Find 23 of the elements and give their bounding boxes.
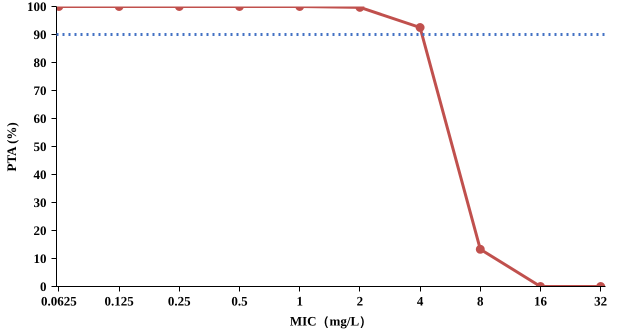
x-tick-label: 1 — [296, 294, 303, 308]
x-tick-label: 8 — [477, 294, 484, 308]
x-tick-label: 0.25 — [168, 294, 192, 308]
y-tick-label: 90 — [34, 27, 46, 42]
x-tick-label: 2 — [356, 294, 364, 308]
y-tick-label: 30 — [34, 195, 46, 210]
y-tick-label: 10 — [34, 251, 46, 266]
x-tick-label: 16 — [534, 294, 548, 308]
x-tick-label: 4 — [416, 294, 424, 308]
y-tick-label: 50 — [34, 139, 46, 154]
y-tick-label: 20 — [34, 223, 46, 238]
y-tick-label: 40 — [34, 167, 46, 182]
y-tick-label: 70 — [34, 83, 46, 98]
x-tick-label: 0.5 — [231, 294, 248, 308]
x-tick-label: 32 — [594, 294, 608, 308]
x-tick-label: 0.125 — [104, 294, 134, 308]
x-axis-title: MIC（mg/L） — [290, 314, 372, 328]
y-axis-title: PTA (%) — [4, 122, 19, 172]
y-tick-label: 100 — [27, 0, 46, 14]
y-tick-label: 0 — [40, 279, 46, 294]
x-tick-label: 0.0625 — [41, 294, 78, 308]
y-tick-label: 60 — [34, 111, 46, 126]
y-tick-label: 80 — [34, 55, 46, 70]
